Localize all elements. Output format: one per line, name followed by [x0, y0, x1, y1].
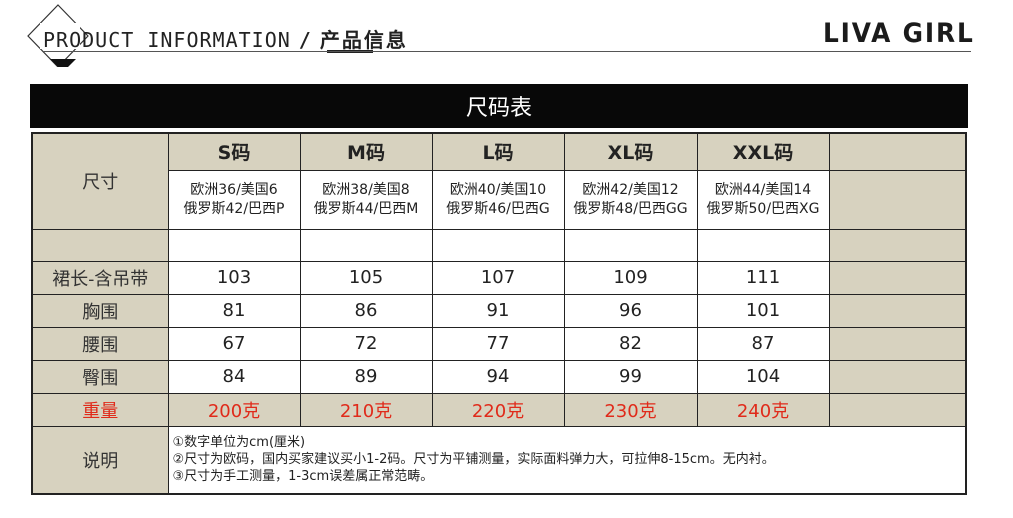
value-cell: 81: [167, 293, 301, 328]
row-label: 臀围: [31, 359, 169, 394]
empty-row: [31, 228, 967, 262]
size-xxl-conversion: 欧洲44/美国14 俄罗斯50/巴西XG: [696, 169, 830, 230]
empty-header-cell: [828, 132, 967, 171]
value-cell: 72: [299, 326, 433, 361]
size-m-header: M码: [299, 132, 433, 171]
empty-conversion-cell: [828, 169, 967, 230]
value-cell: 99: [563, 359, 698, 394]
weight-cell: 230克: [563, 392, 698, 427]
value-cell: 107: [431, 260, 565, 295]
value-cell: 109: [563, 260, 698, 295]
weight-row: 重量 200克 210克 220克 230克 240克: [31, 392, 967, 427]
notes-row: 说明 ①数字单位为cm(厘米) ②尺寸为欧码，国内买家建议买小1-2码。尺寸为平…: [31, 425, 967, 495]
value-cell: 82: [563, 326, 698, 361]
size-s-header: S码: [167, 132, 301, 171]
note-line-2: ②尺寸为欧码，国内买家建议买小1-2码。尺寸为平铺测量，实际面料弹力大，可拉伸8…: [172, 452, 775, 468]
value-cell: 104: [696, 359, 830, 394]
row-label: 腰围: [31, 326, 169, 361]
size-s-conversion: 欧洲36/美国6 俄罗斯42/巴西P: [167, 169, 301, 230]
weight-cell: 210克: [299, 392, 433, 427]
note-line-3: ③尺寸为手工测量，1-3cm误差属正常范畴。: [172, 469, 434, 485]
value-cell: 91: [431, 293, 565, 328]
weight-cell: 200克: [167, 392, 301, 427]
measurement-row: 腰围 67 72 77 82 87: [31, 326, 967, 361]
title-cn: 产品信息: [319, 28, 408, 52]
value-cell: 111: [696, 260, 830, 295]
size-chart-table: 尺寸 S码 M码 L码 XL码 XXL码 欧洲36/美国6 俄罗斯42/巴西P 欧…: [31, 132, 967, 495]
weight-cell: 240克: [696, 392, 830, 427]
value-cell: 105: [299, 260, 433, 295]
title-en: PRODUCT INFORMATION: [43, 28, 291, 52]
size-xxl-header: XXL码: [696, 132, 830, 171]
value-cell: 96: [563, 293, 698, 328]
size-l-conversion: 欧洲40/美国10 俄罗斯46/巴西G: [431, 169, 565, 230]
value-cell: 67: [167, 326, 301, 361]
size-xl-header: XL码: [563, 132, 698, 171]
row-label: 胸围: [31, 293, 169, 328]
value-cell: 94: [431, 359, 565, 394]
product-information-heading: PRODUCT INFORMATION / 产品信息: [43, 24, 408, 53]
value-cell: 103: [167, 260, 301, 295]
notes-text: ①数字单位为cm(厘米) ②尺寸为欧码，国内买家建议买小1-2码。尺寸为平铺测量…: [167, 425, 967, 495]
measurement-row: 裙长-含吊带 103 105 107 109 111: [31, 260, 967, 295]
size-header-row: 尺寸 S码 M码 L码 XL码 XXL码: [31, 132, 967, 230]
row-label: 裙长-含吊带: [31, 260, 169, 295]
size-m-conversion: 欧洲38/美国8 俄罗斯44/巴西M: [299, 169, 433, 230]
size-conversion-row: 欧洲36/美国6 俄罗斯42/巴西P 欧洲38/美国8 俄罗斯44/巴西M 欧洲40…: [32, 169, 967, 230]
size-xl-conversion: 欧洲42/美国12 俄罗斯48/巴西GG: [563, 169, 698, 230]
diamond-logo-icon: [27, 4, 89, 67]
measurement-row: 臀围 84 89 94 99 104: [31, 359, 967, 394]
value-cell: 101: [696, 293, 830, 328]
notes-label: 说明: [31, 425, 169, 495]
brand-logo: LIVA GIRL: [823, 18, 975, 49]
value-cell: 77: [431, 326, 565, 361]
header-rule: [43, 51, 971, 52]
size-label: 尺寸: [31, 132, 169, 230]
value-cell: 86: [299, 293, 433, 328]
value-cell: 87: [696, 326, 830, 361]
value-cell: 89: [299, 359, 433, 394]
note-line-1: ①数字单位为cm(厘米): [172, 435, 306, 451]
weight-label: 重量: [31, 392, 169, 427]
size-chart-banner: 尺码表: [30, 84, 968, 128]
measurement-row: 胸围 81 86 91 96 101: [31, 293, 967, 328]
value-cell: 84: [167, 359, 301, 394]
size-l-header: L码: [431, 132, 565, 171]
title-separator: /: [298, 28, 312, 52]
weight-cell: 220克: [431, 392, 565, 427]
